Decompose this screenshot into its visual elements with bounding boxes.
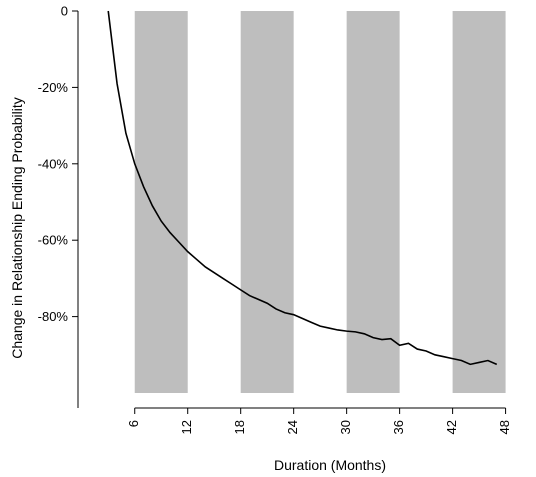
x-tick-label: 36 [391,420,406,434]
x-tick-label: 12 [179,420,194,434]
x-axis-title: Duration (Months) [274,457,386,473]
y-tick-label: 0 [61,4,68,19]
x-tick-label: 30 [338,420,353,434]
x-tick-label: 48 [497,420,512,434]
y-tick-label: -40% [38,156,69,171]
axes: 0 -20% -40% -60% -80% 6 12 18 24 30 36 42 48 [38,4,512,435]
shaded-band-3 [346,11,400,393]
x-tick-label: 24 [285,420,300,434]
x-tick-label: 42 [444,420,459,434]
x-tick-label: 6 [126,420,141,427]
x-tick-label: 18 [232,420,247,434]
shaded-band-1 [134,11,188,393]
y-tick-label: -80% [38,309,69,324]
shaded-bands [134,11,506,393]
series-line-1 [107,10,498,366]
shaded-band-4 [452,11,506,393]
y-tick-label: -20% [38,80,69,95]
y-axis-title: Change in Relationship Ending Probabilit… [9,97,25,359]
series-layer [107,10,498,366]
shaded-band-2 [240,11,294,393]
y-tick-label: -60% [38,233,69,248]
